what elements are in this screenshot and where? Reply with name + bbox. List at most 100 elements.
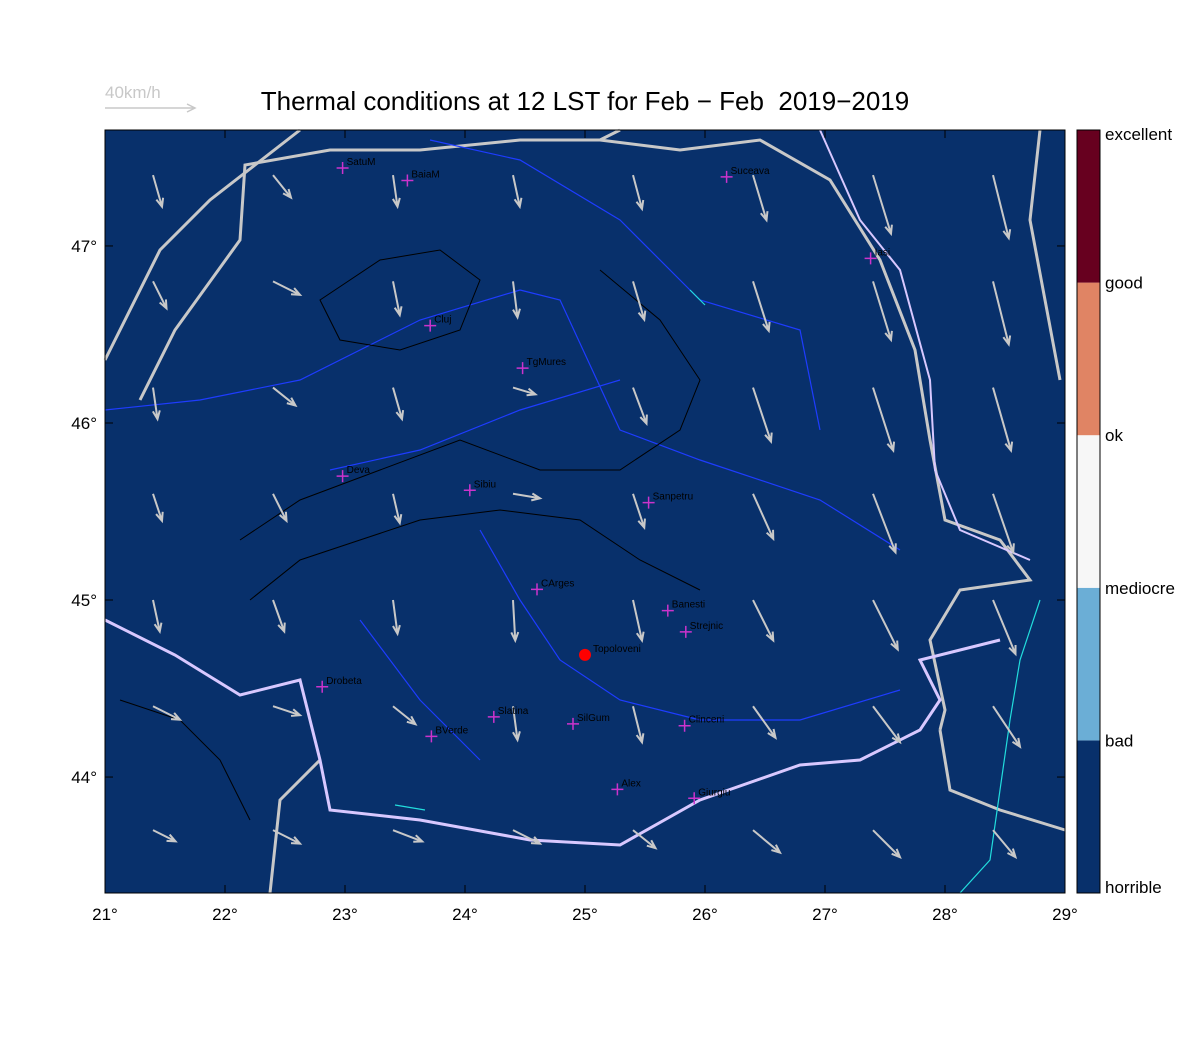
y-tick-label: 45° bbox=[71, 591, 97, 610]
city-label: Banesti bbox=[672, 600, 705, 611]
y-tick-label: 46° bbox=[71, 414, 97, 433]
wind-arrow bbox=[392, 829, 425, 843]
x-tick-label: 27° bbox=[812, 905, 838, 924]
wind-arrow bbox=[872, 599, 899, 652]
wind-arrow bbox=[392, 175, 401, 210]
wind-arrow bbox=[872, 705, 902, 745]
wind-arrow bbox=[992, 705, 1022, 749]
city-label: Cluj bbox=[434, 315, 451, 326]
wind-arrow bbox=[392, 493, 403, 526]
site-marker bbox=[579, 648, 591, 661]
x-tick-label: 21° bbox=[92, 905, 118, 924]
city-label: Alex bbox=[621, 778, 640, 789]
x-tick-label: 23° bbox=[332, 905, 358, 924]
city-label: Strejnic bbox=[690, 621, 723, 632]
geography bbox=[103, 128, 1066, 894]
wind-arrow bbox=[872, 174, 893, 237]
wind-arrow bbox=[512, 281, 521, 320]
wind-arrow bbox=[872, 281, 893, 343]
colorbar-segment bbox=[1077, 740, 1100, 893]
colorbar-label: excellent bbox=[1105, 125, 1172, 144]
wind-arrow bbox=[272, 174, 293, 200]
city-marker bbox=[661, 604, 674, 617]
wind-arrow bbox=[752, 174, 769, 223]
wind-arrow bbox=[632, 599, 645, 644]
wind-arrow bbox=[392, 705, 418, 726]
wind-arrow bbox=[512, 174, 523, 210]
city-marker bbox=[425, 730, 438, 743]
city-label: Giurgiu bbox=[698, 787, 730, 798]
wind-arrow bbox=[392, 281, 403, 318]
city-label: TgMures bbox=[527, 357, 566, 368]
wind-arrow bbox=[632, 281, 647, 323]
wind-arrow bbox=[152, 174, 165, 210]
border bbox=[103, 128, 1066, 894]
wind-arrow bbox=[992, 599, 1017, 657]
colorbar-segment bbox=[1077, 435, 1100, 588]
wind-arrow bbox=[632, 174, 645, 212]
city-marker bbox=[720, 170, 733, 183]
wind-arrow bbox=[152, 493, 164, 524]
city-marker bbox=[401, 174, 414, 187]
wind-arrow bbox=[152, 829, 178, 843]
coastline bbox=[394, 289, 1041, 894]
city-label: BVerde bbox=[435, 725, 468, 736]
city-label: CArges bbox=[541, 578, 574, 589]
wind-arrow bbox=[152, 280, 168, 311]
city-marker bbox=[487, 710, 500, 723]
reference-arrow bbox=[105, 103, 197, 113]
colorbar-frame bbox=[1076, 129, 1101, 894]
colorbar-label: horrible bbox=[1105, 878, 1162, 897]
x-tick-label: 26° bbox=[692, 905, 718, 924]
city-marker bbox=[463, 484, 476, 497]
city-label: SilGum bbox=[577, 713, 610, 724]
colorbar-label: good bbox=[1105, 274, 1143, 293]
x-tick-label: 29° bbox=[1052, 905, 1078, 924]
city-marker bbox=[531, 583, 543, 596]
border bbox=[138, 138, 1033, 731]
wind-arrow bbox=[272, 599, 286, 634]
danube bbox=[104, 618, 1001, 847]
city-marker bbox=[864, 252, 877, 265]
wind-arrow bbox=[632, 705, 645, 745]
x-tick-label: 24° bbox=[452, 905, 478, 924]
terrain-contour bbox=[119, 249, 701, 821]
title: Thermal conditions at 12 LST for Feb − F… bbox=[261, 86, 909, 116]
wind-arrow bbox=[512, 829, 543, 845]
city-label: Deva bbox=[347, 465, 371, 476]
city-label: Sanpetru bbox=[653, 492, 694, 503]
city-marker bbox=[688, 792, 701, 805]
prut bbox=[819, 129, 1031, 561]
city-label: Sibiu bbox=[474, 479, 496, 490]
wind-arrow bbox=[632, 829, 658, 850]
city-marker bbox=[424, 319, 437, 332]
x-tick-label: 28° bbox=[932, 905, 958, 924]
wind-arrow bbox=[512, 706, 521, 743]
wind-arrow bbox=[272, 705, 303, 717]
city-marker bbox=[336, 162, 349, 175]
wind-arrow bbox=[992, 829, 1018, 860]
wind-arrow bbox=[992, 174, 1012, 241]
city-marker bbox=[516, 362, 529, 375]
x-tick-label: 25° bbox=[572, 905, 598, 924]
city-label: Drobeta bbox=[326, 676, 362, 687]
wind-arrow bbox=[872, 829, 902, 859]
city-marker bbox=[567, 717, 579, 730]
wind-arrow bbox=[272, 386, 298, 408]
wind-arrow bbox=[152, 387, 161, 422]
wind-arrow bbox=[152, 599, 163, 635]
wind-arrow bbox=[872, 387, 896, 454]
wind-arrow bbox=[992, 387, 1014, 454]
wind-arrow bbox=[752, 599, 775, 643]
colorbar-label: bad bbox=[1105, 731, 1133, 750]
city-label: Iasi bbox=[875, 247, 891, 258]
wind-arrow bbox=[752, 829, 782, 855]
city-marker bbox=[642, 496, 655, 509]
city-marker bbox=[336, 470, 349, 483]
wind-arrow bbox=[512, 386, 538, 397]
colorbar-segment bbox=[1077, 282, 1100, 436]
city-label: Suceava bbox=[731, 166, 770, 177]
wind-arrow bbox=[510, 599, 520, 644]
wind-arrow bbox=[632, 493, 646, 530]
